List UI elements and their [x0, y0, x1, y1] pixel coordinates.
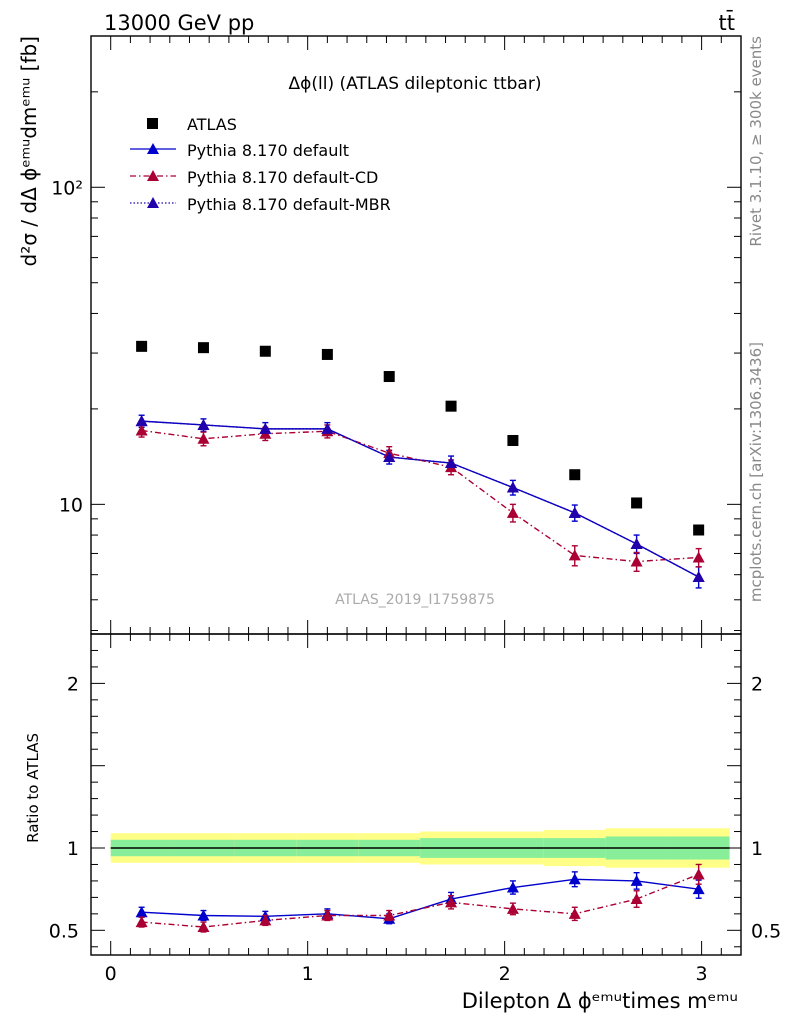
point-mbr [383, 451, 396, 463]
atlas-point [569, 469, 581, 481]
ratio-point-cd [692, 868, 705, 880]
legend-marker-atlas [147, 118, 158, 129]
rivet-label: Rivet 3.1.10, ≥ 300k events [747, 36, 765, 247]
main-y-axis-title: d²σ / dΔ ϕᵉᵐᵘdmᵉᵐᵘ [fb] [17, 36, 41, 266]
ratio-point-default [568, 873, 581, 885]
point-mbr [259, 422, 272, 434]
header-energy: 13000 GeV pp [104, 11, 254, 35]
atlas-point [693, 524, 705, 536]
ratio-y-tick-label: 2 [67, 673, 79, 695]
x-tick-label: 0 [105, 963, 117, 985]
atlas-point [383, 371, 395, 383]
ratio-point-cd [259, 914, 272, 926]
ratio-point-default [197, 909, 210, 921]
ratio-point-default [506, 881, 519, 893]
x-tick-label: 3 [696, 963, 708, 985]
ratio-line-cd [141, 873, 699, 928]
ratio-y-tick-label: 1 [67, 838, 79, 860]
x-axis-title: Dilepton Δ ϕᵉᵐᵘtimes mᵉᵐᵘ [462, 989, 738, 1013]
ratio-point-cd [197, 921, 210, 933]
ratio-point-cd [383, 909, 396, 921]
atlas-point [507, 434, 519, 446]
series-line-default [141, 420, 699, 578]
atlas-point [445, 400, 457, 412]
point-mbr [692, 570, 705, 582]
series-line-mbr [141, 420, 699, 578]
ratio-point-default [692, 883, 705, 895]
point-mbr [445, 457, 458, 469]
point-mbr [197, 418, 210, 430]
x-tick-label: 1 [302, 963, 314, 985]
ratio-point-cd [135, 916, 148, 928]
ratio-line-default [141, 878, 699, 920]
ratio-frame [90, 633, 742, 956]
ratio-point-cd [506, 902, 519, 914]
ratio-point-cd [445, 896, 458, 908]
main-y-tick-label-100: 10² [51, 177, 83, 199]
ratio-point-cd [321, 909, 334, 921]
mcplots-label: mcplots.cern.ch [arXiv:1306.3436] [747, 342, 765, 602]
atlas-point [136, 340, 148, 352]
point-mbr [568, 506, 581, 518]
point-cd [568, 549, 581, 561]
legend-label-default: Pythia 8.170 default [187, 141, 349, 160]
legend-marker-mbr [147, 197, 159, 208]
point-mbr [630, 537, 643, 549]
point-cd [506, 506, 519, 518]
analysis-watermark: ATLAS_2019_I1759875 [335, 592, 495, 608]
point-cd [135, 424, 148, 436]
legend-marker-cd [147, 170, 159, 181]
point-cd [630, 555, 643, 567]
atlas-point [197, 342, 209, 354]
point-mbr [135, 415, 148, 427]
ratio-point-cd [568, 907, 581, 919]
atlas-point [631, 497, 643, 509]
point-mbr [321, 422, 334, 434]
header-process: tt̄ [719, 10, 735, 35]
legend-label-atlas: ATLAS [187, 115, 237, 134]
point-cd [692, 551, 705, 563]
series-line-cd [141, 429, 699, 563]
ratio-y-tick-label-right: 2 [751, 673, 763, 695]
plot-title: Δϕ(ll) (ATLAS dileptonic ttbar) [289, 74, 542, 94]
ratio-point-default [630, 874, 643, 886]
ratio-point-cd [630, 893, 643, 905]
x-tick-label: 2 [499, 963, 511, 985]
legend-marker-default [147, 143, 159, 154]
legend-label-cd: Pythia 8.170 default-CD [187, 168, 378, 187]
main-y-tick-label-10: 10 [59, 494, 83, 516]
legend-label-mbr: Pythia 8.170 default-MBR [187, 195, 391, 214]
ratio-y-tick-label-right: 0.5 [751, 920, 781, 942]
point-mbr [506, 481, 519, 493]
atlas-point [321, 348, 333, 360]
ratio-y-tick-label-right: 1 [751, 838, 763, 860]
point-cd [197, 432, 210, 444]
legend: ATLAS Pythia 8.170 default Pythia 8.170 … [130, 115, 391, 214]
ratio-y-axis-title: Ratio to ATLAS [24, 733, 42, 843]
ratio-point-default [135, 906, 148, 918]
atlas-point [259, 345, 271, 357]
ratio-y-tick-label: 0.5 [49, 920, 79, 942]
